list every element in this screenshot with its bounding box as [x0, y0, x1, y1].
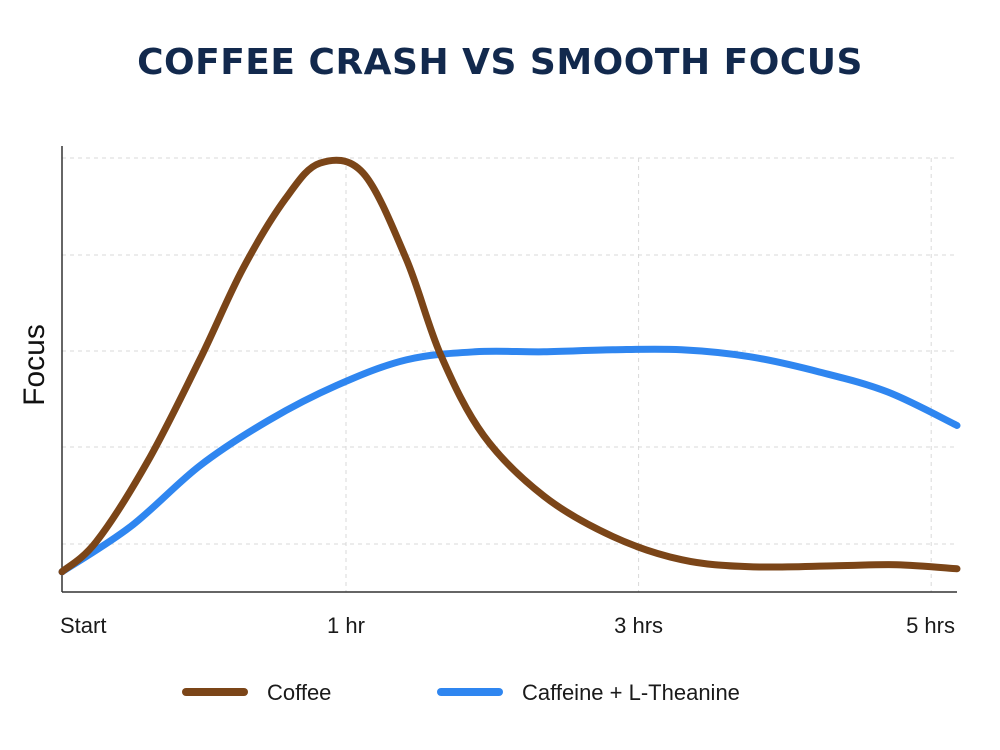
x-tick-label-2: 3 hrs: [614, 613, 663, 638]
x-tick-label-0: Start: [60, 613, 106, 638]
legend-label-coffee: Coffee: [267, 680, 331, 705]
chart-title: COFFEE CRASH VS SMOOTH FOCUS: [137, 42, 863, 83]
gridlines: [62, 157, 957, 592]
y-axis-label: Focus: [18, 324, 51, 406]
x-tick-label-3: 5 hrs: [906, 613, 955, 638]
series-layer: [58, 156, 961, 576]
series-line-coffee: [58, 156, 961, 576]
legend-label-caffeine-l-theanine: Caffeine + L-Theanine: [522, 680, 740, 705]
legend: Coffee Caffeine + L-Theanine: [182, 680, 740, 705]
axes: [61, 146, 957, 593]
x-tick-label-1: 1 hr: [327, 613, 365, 638]
series-line-caffeine-l-theanine: [58, 345, 961, 576]
x-tick-labels: Start 1 hr 3 hrs 5 hrs: [60, 613, 955, 638]
